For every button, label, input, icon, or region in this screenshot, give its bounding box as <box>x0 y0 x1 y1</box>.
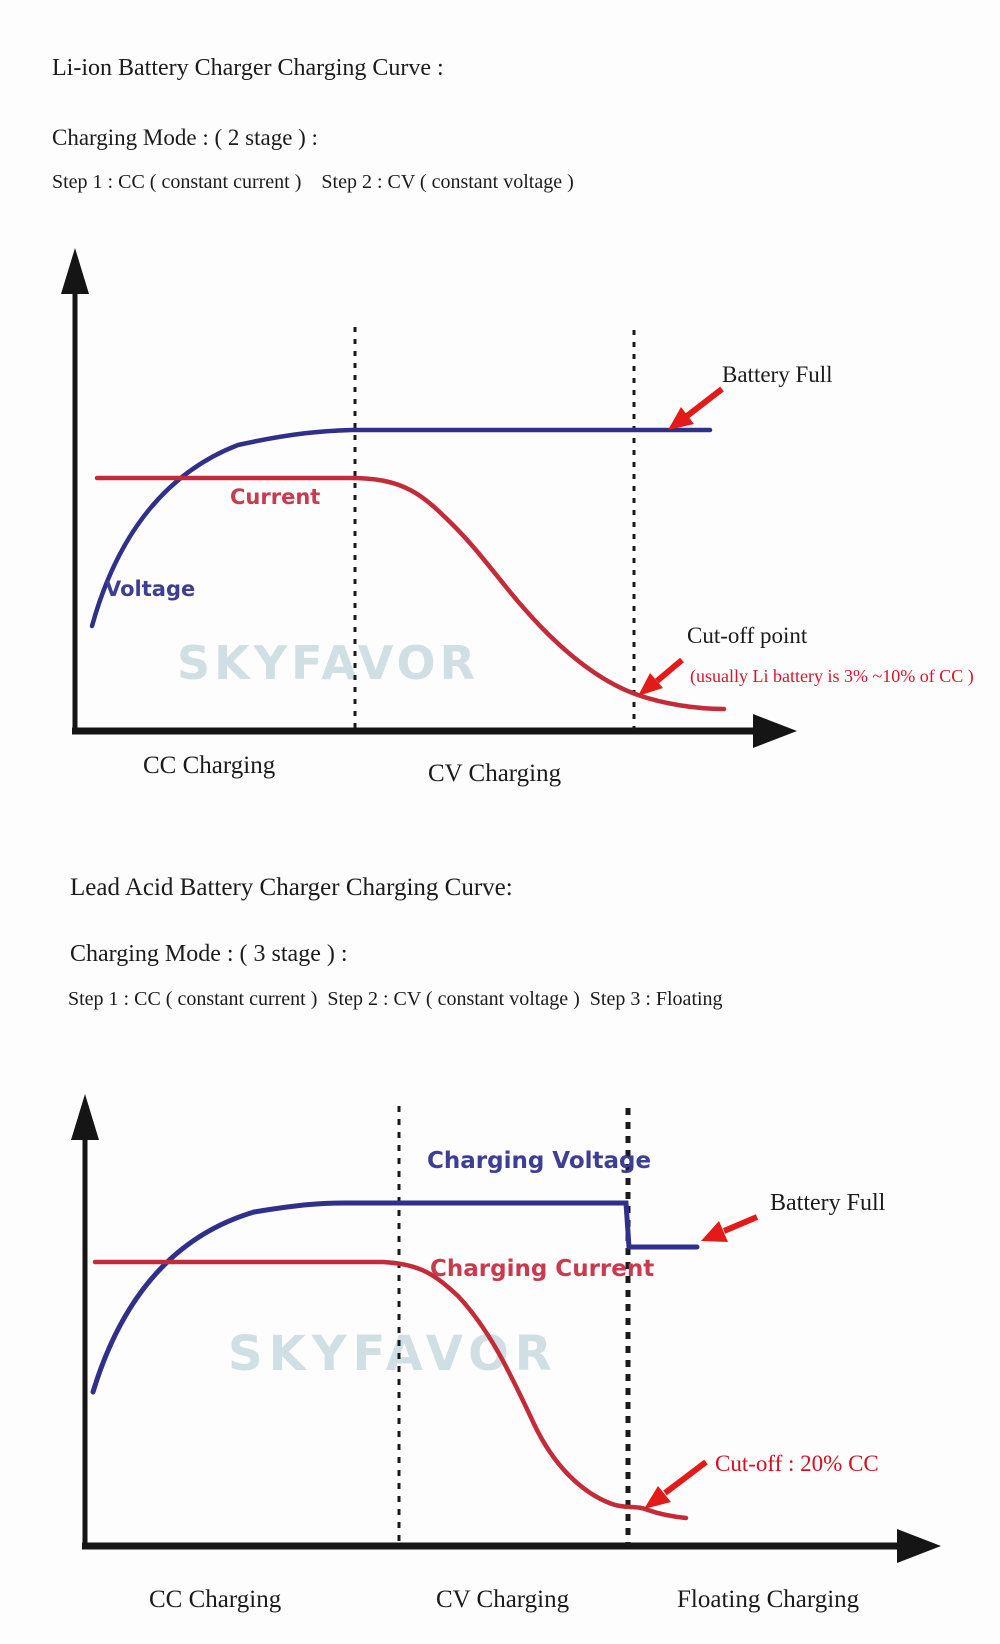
liion-chart <box>61 248 797 748</box>
liion-cutoff-arrow-icon <box>638 657 684 696</box>
watermark-liion: SKYFAVOR <box>177 636 480 690</box>
lead-acid-y-axis-arrowhead-icon <box>71 1094 99 1140</box>
liion-x-axis-arrowhead-icon <box>753 714 797 748</box>
lead-acid-current-curve <box>92 1259 689 1521</box>
liion-current-curve-label: Current <box>230 485 321 509</box>
lead-acid-battery-full-label: Battery Full <box>770 1190 886 1216</box>
lead-acid-voltage-curve-label: Charging Voltage <box>427 1148 652 1174</box>
lead-acid-x-label-cc: CC Charging <box>149 1586 282 1613</box>
lead-acid-voltage-curve <box>90 1200 700 1395</box>
lead-acid-battery-full-arrow-icon <box>701 1214 759 1242</box>
liion-voltage-curve-label: Voltage <box>105 577 196 601</box>
lead-acid-title: Lead Acid Battery Charger Charging Curve… <box>70 874 513 901</box>
lead-acid-x-label-cv: CV Charging <box>436 1586 570 1613</box>
liion-steps: Step 1 : CC ( constant current ) Step 2 … <box>52 171 574 193</box>
lead-acid-cutoff-label: Cut-off : 20% CC <box>715 1451 879 1476</box>
lead-acid-current-curve-label: Charging Current <box>430 1256 655 1282</box>
lead-acid-x-label-floating: Floating Charging <box>677 1586 860 1613</box>
liion-title: Li-ion Battery Charger Charging Curve : <box>52 55 444 81</box>
liion-battery-full-label: Battery Full <box>722 362 833 387</box>
liion-voltage-curve <box>89 427 713 629</box>
lead-acid-steps: Step 1 : CC ( constant current ) Step 2 … <box>68 988 723 1010</box>
liion-y-axis-arrowhead-icon <box>61 248 89 294</box>
lead-acid-charging-mode: Charging Mode : ( 3 stage ) : <box>70 941 348 967</box>
lead-acid-chart <box>71 1094 941 1563</box>
liion-current-curve <box>94 475 727 712</box>
lead-acid-x-axis-arrowhead-icon <box>897 1529 941 1563</box>
liion-cutoff-note: (usually Li battery is 3% ~10% of CC ) <box>690 666 974 686</box>
lead-acid-cutoff-arrow-icon <box>644 1459 708 1509</box>
liion-x-label-cc: CC Charging <box>143 752 276 779</box>
liion-charging-mode: Charging Mode : ( 2 stage ) : <box>52 125 318 150</box>
liion-cutoff-title: Cut-off point <box>687 623 808 648</box>
liion-x-label-cv: CV Charging <box>428 760 562 787</box>
liion-battery-full-arrow-icon <box>668 386 724 430</box>
